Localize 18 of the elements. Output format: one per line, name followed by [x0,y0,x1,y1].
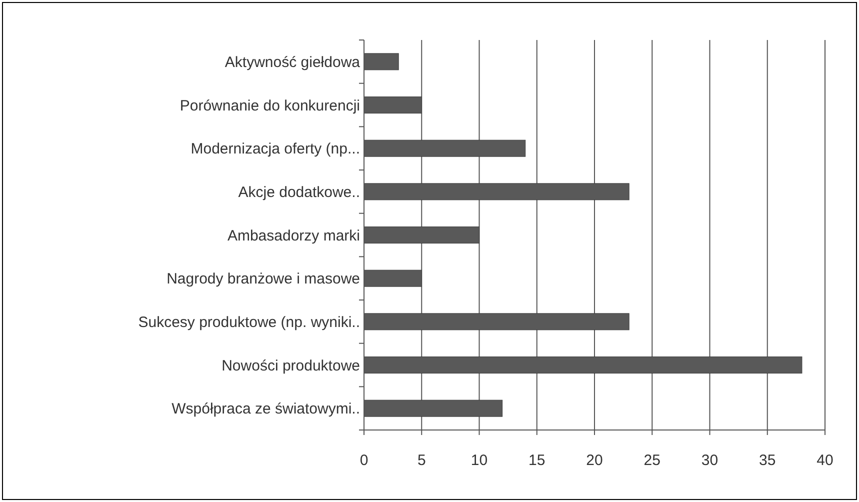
y-tick-label: Modernizacja oferty (np... [190,140,360,158]
y-tick-label: Porównanie do konkurencji [180,97,360,114]
x-tick-label: 5 [417,452,426,469]
y-tick-label: Aktywność giełdowa [224,54,361,71]
y-tick-label: Nowości produktowe [222,357,360,374]
x-tick-label: 10 [470,452,488,469]
x-tick-label: 15 [528,452,546,469]
x-tick-label: 35 [759,452,776,469]
x-tick-label: 0 [360,452,368,469]
x-tick-label: 30 [701,452,718,469]
x-tick-label: 40 [816,452,834,469]
x-tick-label: 20 [586,452,603,469]
x-tick-label: 25 [644,452,660,469]
y-tick-label: Nagrody branżowe i masowe [166,270,360,288]
y-tick-label: Sukcesy produktowe (np. wyniki.. [138,314,360,331]
y-tick-label: Akcje dodatkowe.. [238,184,360,201]
y-tick-label: Współpraca ze światowymi.. [172,400,360,418]
y-tick-label: Ambasadorzy marki [227,227,360,244]
